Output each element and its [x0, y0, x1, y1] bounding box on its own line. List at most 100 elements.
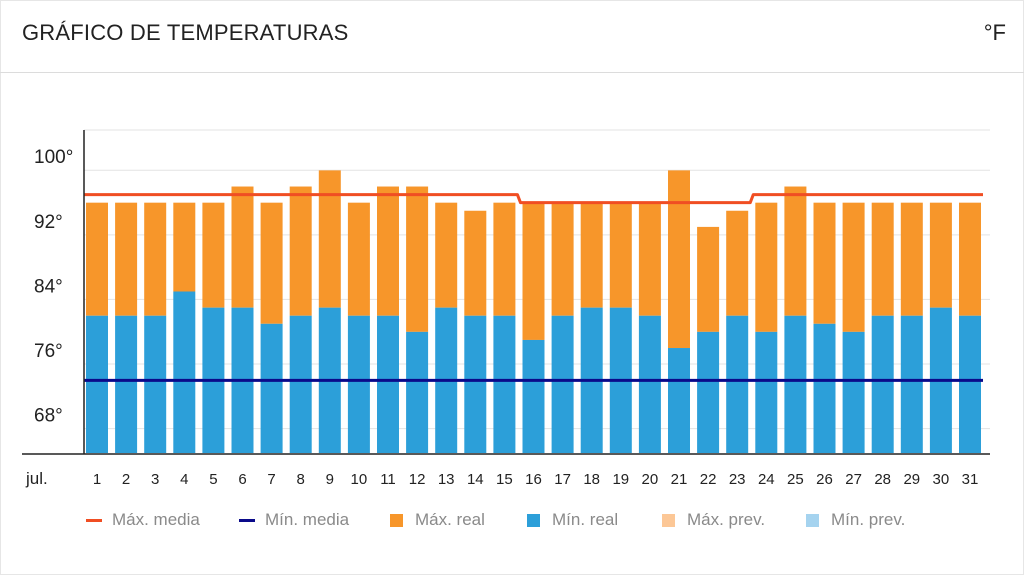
legend-swatch — [390, 513, 403, 527]
legend-item[interactable]: Máx. real — [390, 510, 485, 530]
min-real-bar — [959, 315, 981, 453]
legend-label: Mín. media — [265, 510, 350, 529]
min-real-bar — [347, 315, 370, 453]
max-real-bar — [755, 202, 778, 332]
x-tick-label: 2 — [122, 471, 130, 488]
legend-swatch — [86, 518, 102, 522]
x-tick-label: 1 — [93, 471, 101, 488]
x-tick-label: 6 — [238, 471, 246, 488]
legend-item[interactable]: Mín. prev. — [806, 510, 905, 530]
x-tick-label: 19 — [612, 471, 629, 488]
max-real-bar — [86, 202, 108, 316]
x-tick-label: 23 — [729, 471, 746, 488]
legend-swatch — [806, 513, 819, 527]
min-real-bar — [726, 315, 749, 453]
x-tick-label: 27 — [845, 471, 862, 488]
max-real-bar — [522, 202, 545, 340]
min-real-bar — [522, 339, 545, 453]
legend-label: Máx. prev. — [687, 510, 766, 529]
x-tick-label: 3 — [151, 471, 159, 488]
tick-labels: 68°76°84°92°100°jul. 1 2 3 4 5 6 7 8 9 10 11 12 13 14 1… — [25, 147, 978, 488]
x-tick-label: 7 — [267, 471, 275, 488]
min-real-bar — [842, 331, 865, 453]
y-tick-label: 100° — [34, 147, 73, 168]
max-real-bar — [871, 202, 894, 316]
legend-swatch — [662, 513, 675, 527]
max-real-bar — [231, 186, 254, 308]
max-real-bar — [959, 202, 981, 316]
average-lines — [84, 193, 983, 382]
max-real-bar — [551, 202, 574, 316]
min-real-bar — [464, 315, 487, 453]
max-real-bar — [260, 202, 283, 324]
bars — [86, 170, 981, 453]
min-real-bar — [406, 331, 429, 453]
x-tick-label: 8 — [297, 471, 305, 488]
max-real-bar — [435, 202, 458, 308]
y-tick-label: 92° — [34, 212, 63, 233]
x-tick-label: 11 — [380, 471, 396, 488]
max-real-bar — [580, 202, 603, 308]
min-real-bar — [551, 315, 574, 453]
y-tick-label: 84° — [34, 276, 63, 297]
max-real-bar — [784, 186, 807, 316]
x-tick-label: 12 — [409, 471, 426, 488]
x-tick-label: 25 — [787, 471, 804, 488]
x-tick-label: 18 — [583, 471, 600, 488]
x-tick-label: 5 — [209, 471, 217, 488]
min-real-bar — [86, 315, 108, 453]
max-real-bar — [493, 202, 516, 316]
chart-legend: Máx. media Mín. media Máx. real Mín. real Má… — [0, 510, 1024, 540]
legend-item[interactable]: Máx. media — [86, 510, 200, 530]
x-tick-label: 26 — [816, 471, 833, 488]
chart-title: GRÁFICO DE TEMPERATURAS — [22, 20, 349, 45]
axes — [22, 130, 990, 455]
max-real-bar — [842, 202, 865, 332]
y-tick-label: 76° — [34, 341, 63, 362]
max-media-line — [84, 193, 983, 205]
legend-label: Mín. real — [552, 510, 619, 529]
max-real-bar — [347, 202, 370, 316]
x-tick-label: 14 — [467, 471, 484, 488]
max-real-bar — [697, 226, 720, 332]
min-real-bar — [784, 315, 807, 453]
max-real-bar — [202, 202, 225, 308]
x-tick-label: 29 — [903, 471, 920, 488]
max-real-bar — [900, 202, 923, 316]
unit-toggle[interactable]: °F — [983, 20, 1006, 45]
x-tick-label: 9 — [326, 471, 334, 488]
x-axis-label: jul. — [25, 469, 48, 488]
x-tick-label: 28 — [874, 471, 891, 488]
max-real-bar — [406, 186, 429, 332]
legend-item[interactable]: Máx. prev. — [662, 510, 765, 530]
min-real-bar — [668, 348, 690, 453]
max-real-bar — [173, 202, 196, 292]
x-tick-label: 17 — [554, 471, 571, 488]
temperature-chart: 68°76°84°92°100°jul. 1 2 3 4 5 6 7 8 9 10 11 12 13 14 1… — [22, 129, 990, 488]
legend-swatch — [527, 513, 540, 527]
y-tick-label: 68° — [34, 406, 63, 427]
min-real-bar — [289, 315, 312, 453]
x-tick-label: 10 — [351, 471, 368, 488]
x-tick-label: 15 — [496, 471, 513, 488]
legend-label: Máx. real — [415, 510, 485, 529]
min-real-bar — [900, 315, 923, 453]
legend-swatch — [239, 518, 255, 522]
min-real-bar — [377, 315, 399, 453]
max-real-bar — [377, 186, 399, 316]
min-real-bar — [173, 291, 196, 453]
x-tick-label: 4 — [180, 471, 188, 488]
legend-item[interactable]: Mín. media — [239, 510, 349, 530]
max-real-bar — [726, 210, 749, 316]
max-real-bar — [609, 202, 632, 308]
legend-label: Máx. media — [112, 510, 200, 529]
min-real-bar — [115, 315, 138, 453]
x-tick-label: 21 — [671, 471, 688, 488]
min-real-bar — [697, 331, 720, 453]
min-real-bar — [144, 315, 167, 453]
max-real-bar — [929, 202, 952, 308]
max-real-bar — [144, 202, 167, 316]
legend-item[interactable]: Mín. real — [527, 510, 618, 530]
x-tick-label: 31 — [962, 471, 979, 488]
x-tick-label: 24 — [758, 471, 775, 488]
